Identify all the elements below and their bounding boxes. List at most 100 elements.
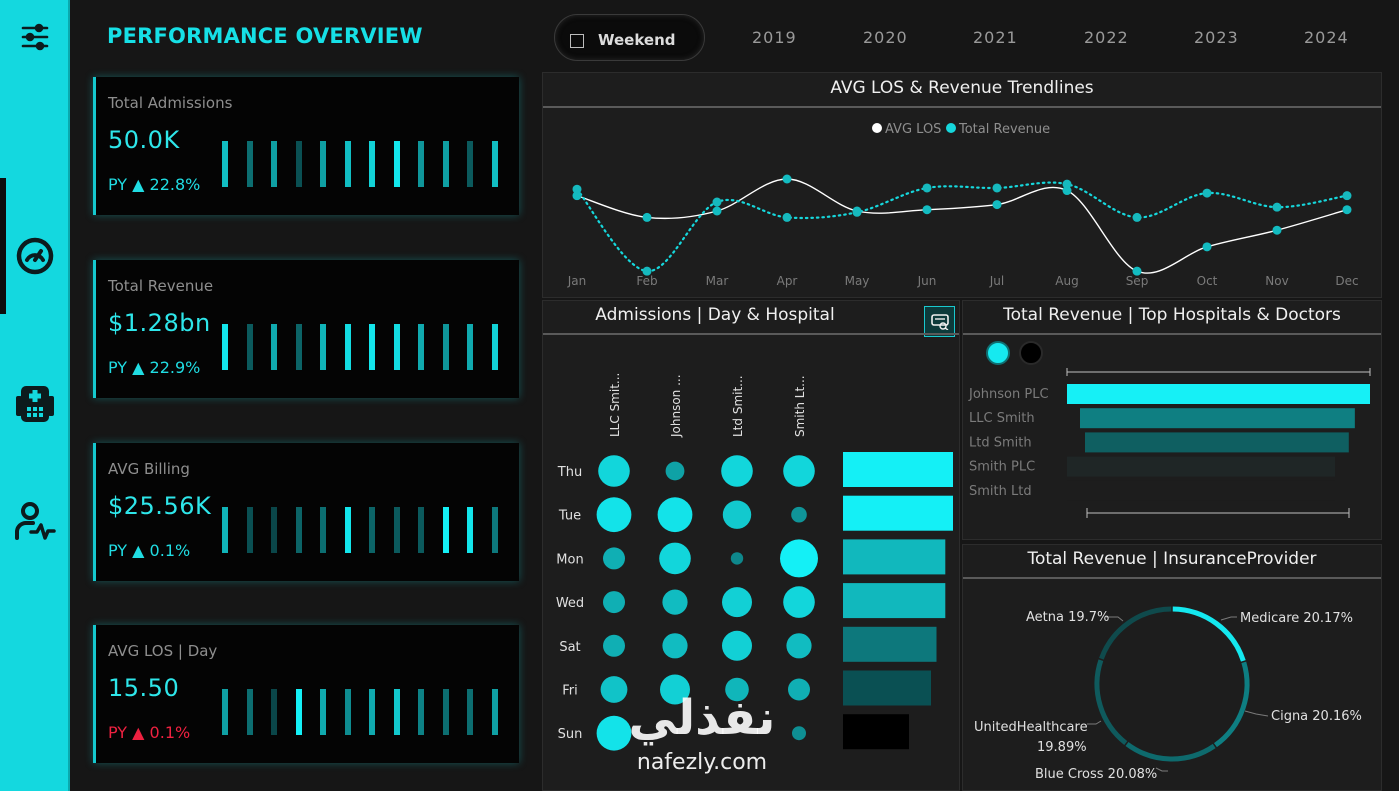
point-total-revenue[interactable] — [572, 184, 582, 194]
admission-dot[interactable] — [722, 630, 752, 661]
admission-dot[interactable] — [783, 455, 815, 487]
point-avg-los[interactable] — [992, 200, 1002, 210]
insurance-donut-chart[interactable]: Aetna 19.7% Medicare 20.17% Cigna 20.16%… — [963, 581, 1383, 791]
admission-dot[interactable] — [783, 586, 815, 618]
patient-activity-icon[interactable] — [12, 497, 58, 543]
point-total-revenue[interactable] — [782, 212, 792, 222]
drill-icon[interactable] — [924, 306, 955, 337]
row-total-bar[interactable] — [843, 539, 946, 575]
donut-label-unitedhealthcare: UnitedHealthcare — [974, 720, 1088, 735]
admission-dot[interactable] — [662, 633, 688, 659]
column-label: Ltd Smit... — [731, 375, 745, 437]
admission-dot[interactable] — [722, 500, 752, 529]
revenue-bar[interactable] — [1085, 432, 1349, 453]
admission-dot[interactable] — [659, 542, 691, 575]
point-total-revenue[interactable] — [1132, 212, 1142, 222]
kpi-spark-bar — [442, 141, 449, 187]
kpi-card-avg-los[interactable]: AVG LOS | Day 15.50 PY ▲ 0.1% — [93, 625, 519, 763]
revenue-bar[interactable] — [1067, 456, 1335, 477]
gauge-icon[interactable] — [12, 233, 58, 279]
year-filter-2022[interactable]: 2022 — [1084, 28, 1129, 47]
admission-dot[interactable] — [598, 455, 630, 487]
admission-dot[interactable] — [596, 715, 632, 751]
row-total-bar[interactable] — [843, 495, 953, 531]
point-avg-los[interactable] — [1202, 242, 1212, 252]
admission-dot[interactable] — [657, 497, 693, 533]
kpi-card-avg-billing[interactable]: AVG Billing $25.56K PY ▲ 0.1% — [93, 443, 519, 581]
year-filter-2023[interactable]: 2023 — [1194, 28, 1239, 47]
donut-slice[interactable] — [1172, 606, 1246, 662]
donut-slice[interactable] — [1125, 741, 1216, 762]
kpi-card-total-admissions[interactable]: Total Admissions 50.0K PY ▲ 22.8% — [93, 77, 519, 215]
point-total-revenue[interactable] — [642, 266, 652, 276]
admission-dot[interactable] — [662, 589, 688, 615]
point-avg-los[interactable] — [1272, 225, 1282, 235]
admission-dot[interactable] — [722, 587, 752, 618]
admission-dot[interactable] — [596, 497, 632, 533]
point-avg-los[interactable] — [922, 205, 932, 215]
point-avg-los[interactable] — [1342, 205, 1352, 215]
point-total-revenue[interactable] — [922, 183, 932, 193]
admission-dot[interactable] — [603, 634, 625, 657]
admission-dot[interactable] — [660, 674, 690, 705]
revenue-bar[interactable] — [1067, 480, 1335, 501]
year-filter-2020[interactable]: 2020 — [863, 28, 908, 47]
row-total-bar[interactable] — [843, 452, 953, 487]
hospital-icon[interactable] — [12, 381, 58, 427]
point-total-revenue[interactable] — [1342, 191, 1352, 201]
point-total-revenue[interactable] — [1062, 179, 1072, 189]
point-total-revenue[interactable] — [712, 197, 722, 207]
legend-total-revenue[interactable]: Total Revenue — [958, 122, 1050, 137]
point-total-revenue[interactable] — [992, 183, 1002, 193]
year-filter-2021[interactable]: 2021 — [973, 28, 1018, 47]
point-avg-los[interactable] — [1132, 266, 1142, 276]
point-avg-los[interactable] — [1062, 186, 1072, 196]
year-filter-2019[interactable]: 2019 — [752, 28, 797, 47]
donut-label-cigna: Cigna 20.16% — [1271, 709, 1362, 724]
point-total-revenue[interactable] — [1202, 188, 1212, 198]
admission-dot[interactable] — [792, 726, 806, 741]
revenue-bar-chart[interactable]: Johnson PLC LLC Smith Ltd Smith Smith PLC Sm… — [963, 367, 1383, 539]
point-total-revenue[interactable] — [1272, 202, 1282, 212]
toggle-dot-black[interactable] — [1019, 341, 1043, 365]
admission-dot[interactable] — [786, 633, 812, 659]
admission-dot[interactable] — [791, 506, 807, 523]
kpi-spark-bar — [295, 324, 302, 370]
admission-dot[interactable] — [603, 547, 625, 570]
weekend-checkbox[interactable] — [570, 34, 584, 48]
point-avg-los[interactable] — [782, 174, 792, 184]
admission-dot[interactable] — [725, 677, 749, 702]
revenue-bar[interactable] — [1067, 384, 1370, 404]
point-avg-los[interactable] — [572, 191, 582, 201]
kpi-spark-bar — [492, 689, 498, 735]
row-total-bar[interactable] — [843, 714, 909, 750]
admission-dot[interactable] — [788, 678, 810, 701]
donut-slice[interactable] — [1099, 606, 1172, 660]
admission-dot[interactable] — [780, 539, 818, 578]
admission-dot[interactable] — [721, 455, 753, 487]
legend-avg-los[interactable]: AVG LOS — [885, 122, 941, 137]
donut-slice[interactable] — [1094, 659, 1128, 746]
point-total-revenue[interactable] — [852, 207, 862, 217]
x-tick-label: May — [845, 274, 870, 288]
admission-dot[interactable] — [730, 552, 744, 565]
year-filter-2024[interactable]: 2024 — [1304, 28, 1349, 47]
admission-dot[interactable] — [665, 461, 685, 481]
revenue-bar[interactable] — [1080, 408, 1355, 429]
row-total-bar[interactable] — [843, 626, 937, 662]
point-avg-los[interactable] — [642, 212, 652, 222]
filters-icon[interactable] — [12, 14, 58, 60]
row-total-bar[interactable] — [843, 670, 931, 706]
series-line-total-revenue[interactable] — [575, 181, 1349, 273]
kpi-spark-bar — [320, 507, 327, 553]
admissions-dot-matrix[interactable]: LLC Smit... Johnson ... Ltd Smit... Smith L… — [543, 337, 961, 791]
row-total-bar[interactable] — [843, 583, 946, 619]
donut-slice[interactable] — [1213, 661, 1250, 748]
toggle-dot-cyan[interactable] — [986, 341, 1010, 365]
point-avg-los[interactable] — [712, 206, 722, 216]
admission-dot[interactable] — [603, 591, 625, 614]
kpi-card-total-revenue[interactable]: Total Revenue $1.28bn PY ▲ 22.9% — [93, 260, 519, 398]
admission-dot[interactable] — [600, 676, 628, 703]
trend-line-chart[interactable]: AVG LOS Total Revenue Jan Feb Mar Apr May Jun… — [543, 109, 1383, 299]
weekend-toggle[interactable]: Weekend — [554, 14, 705, 61]
